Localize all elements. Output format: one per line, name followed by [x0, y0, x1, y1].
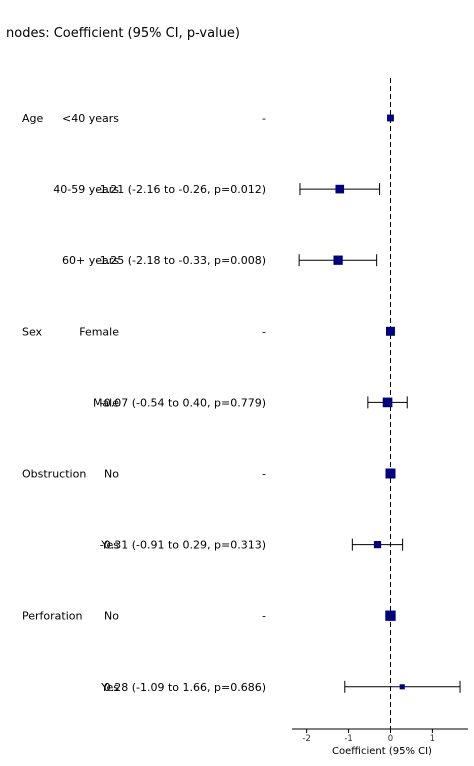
row-level-label: Yes: [100, 681, 119, 694]
x-tick-label: 0: [388, 734, 393, 744]
x-tick-label: -2: [302, 734, 310, 744]
row-level-label: <40 years: [62, 112, 119, 125]
row-variable-label: Obstruction: [22, 468, 86, 481]
row-estimate-label: -0.07 (-0.54 to 0.40, p=0.779): [100, 396, 266, 409]
row-level-label: No: [104, 610, 119, 623]
x-axis-label: Coefficient (95% CI): [332, 746, 432, 757]
point-marker: [399, 684, 405, 690]
point-marker: [382, 397, 393, 408]
row-variable-label: Age: [22, 112, 44, 125]
row-level-label: 60+ years: [62, 254, 119, 267]
point-marker: [335, 184, 345, 194]
point-marker: [386, 326, 395, 336]
row-estimate-label: -0.31 (-0.91 to 0.29, p=0.313): [100, 539, 266, 552]
point-marker: [373, 541, 382, 549]
row-variable-label: Perforation: [22, 610, 82, 623]
row-level-label: No: [104, 468, 119, 481]
point-marker: [387, 114, 394, 122]
row-estimate-label: -1.25 (-2.18 to -0.33, p=0.008): [96, 254, 266, 267]
point-marker: [385, 610, 396, 621]
row-level-label: 40-59 years: [53, 183, 119, 196]
point-marker: [385, 468, 396, 479]
row-estimate-label: -1.21 (-2.16 to -0.26, p=0.012): [96, 183, 266, 196]
row-estimate-label: 0.28 (-1.09 to 1.66, p=0.686): [104, 681, 266, 694]
row-level-label: Yes: [100, 539, 119, 552]
x-tick-label: -1: [344, 734, 352, 744]
row-estimate-label: -: [262, 112, 266, 125]
chart-title: nodes: Coefficient (95% CI, p-value): [6, 26, 240, 41]
row-estimate-label: -: [262, 325, 266, 338]
row-estimate-label: -: [262, 610, 266, 623]
row-variable-label: Sex: [22, 325, 43, 338]
row-level-label: Male: [93, 396, 119, 409]
row-estimate-label: -: [262, 468, 266, 481]
point-marker: [333, 255, 343, 265]
row-level-label: Female: [79, 325, 119, 338]
x-tick-label: 1: [430, 734, 435, 744]
